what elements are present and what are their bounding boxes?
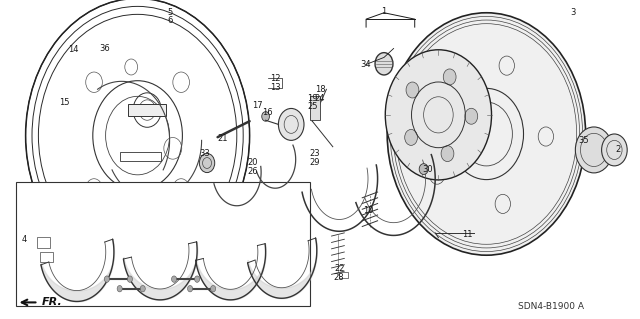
Bar <box>16 182 310 306</box>
Text: 12: 12 <box>270 74 280 83</box>
Text: 6: 6 <box>167 16 172 25</box>
Text: 14: 14 <box>68 45 79 54</box>
Bar <box>37 237 50 248</box>
Text: 35: 35 <box>579 136 589 145</box>
Text: 11: 11 <box>462 230 472 239</box>
Text: 10: 10 <box>363 206 373 215</box>
Text: 1: 1 <box>381 7 387 16</box>
Text: 30: 30 <box>422 165 433 174</box>
Ellipse shape <box>602 134 627 166</box>
Text: 34: 34 <box>361 60 371 69</box>
Text: 29: 29 <box>310 158 320 167</box>
Bar <box>339 272 348 278</box>
Text: 26: 26 <box>248 167 258 176</box>
Ellipse shape <box>278 108 304 140</box>
Text: 17: 17 <box>252 101 262 110</box>
Text: 2: 2 <box>615 145 620 154</box>
Text: 18: 18 <box>315 85 325 94</box>
Ellipse shape <box>195 276 200 282</box>
Ellipse shape <box>406 82 419 98</box>
Bar <box>120 152 161 161</box>
Ellipse shape <box>387 13 586 255</box>
Text: 24: 24 <box>315 94 325 103</box>
Ellipse shape <box>117 286 122 292</box>
Ellipse shape <box>127 276 132 282</box>
Ellipse shape <box>375 53 393 75</box>
Text: 15: 15 <box>59 98 69 107</box>
Ellipse shape <box>140 286 145 292</box>
Ellipse shape <box>262 112 269 121</box>
Bar <box>128 104 166 116</box>
Text: SDN4-B1900 A: SDN4-B1900 A <box>518 302 584 311</box>
Ellipse shape <box>575 127 612 173</box>
Ellipse shape <box>211 286 216 292</box>
Text: 33: 33 <box>200 149 210 158</box>
Ellipse shape <box>465 108 477 124</box>
Ellipse shape <box>441 146 454 162</box>
Text: 13: 13 <box>270 83 280 92</box>
Ellipse shape <box>404 130 417 145</box>
Text: 23: 23 <box>310 149 320 158</box>
Text: 4: 4 <box>22 235 27 244</box>
Bar <box>40 252 53 262</box>
Text: 3: 3 <box>570 8 575 17</box>
Text: 16: 16 <box>262 108 273 117</box>
Text: 20: 20 <box>248 158 258 167</box>
Ellipse shape <box>200 153 215 173</box>
Text: FR.: FR. <box>42 297 62 308</box>
Text: 36: 36 <box>99 44 109 53</box>
Text: 22: 22 <box>334 264 344 273</box>
Ellipse shape <box>188 286 193 292</box>
Ellipse shape <box>104 276 109 282</box>
Text: 28: 28 <box>334 273 344 282</box>
Text: 19: 19 <box>307 94 317 103</box>
Text: 21: 21 <box>218 134 228 143</box>
Ellipse shape <box>385 50 492 180</box>
Text: 5: 5 <box>167 8 172 17</box>
Ellipse shape <box>172 276 177 282</box>
Text: 25: 25 <box>307 102 317 111</box>
Ellipse shape <box>444 69 456 85</box>
Bar <box>310 96 320 120</box>
Ellipse shape <box>419 164 428 174</box>
